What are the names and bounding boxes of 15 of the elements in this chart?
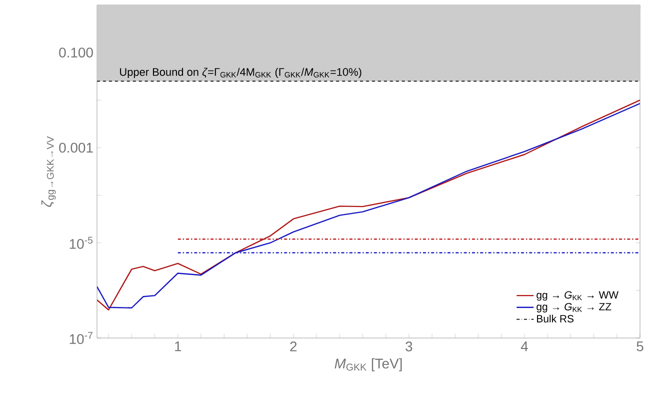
y-tick-label: 10$^{-7}$ bbox=[70, 332, 92, 344]
x-tick-label: 4 bbox=[520, 342, 528, 352]
x-tick-label: 5 bbox=[636, 342, 644, 352]
y-tick-label: 0.001 bbox=[59, 142, 93, 153]
x-axis-title: M$_{GKK}$ [TeV] bbox=[334, 358, 402, 372]
legend-label: gg → G$_{KK}$ → ZZ bbox=[536, 302, 612, 312]
annotation: Bulk RS bbox=[537, 314, 574, 322]
legend-label: gg → G$_{KK}$ → WW bbox=[536, 291, 618, 301]
y-axis-title: ζ$_{gg→GKK→VV}$ bbox=[41, 136, 56, 207]
x-tick-label: 3 bbox=[406, 342, 412, 352]
y-tick-label: 0.100 bbox=[59, 48, 93, 58]
x-tick-label: 1 bbox=[175, 342, 182, 352]
y-tick-label: 10$^{-5}$ bbox=[70, 236, 93, 249]
x-tick-label: 2 bbox=[290, 342, 297, 352]
text: Upper Bound on ζ=Γ$_{GKK}$/4M$_{GKK}$ (Γ$_{GKK}$/M$_{GKK}$=10%) bbox=[120, 68, 362, 78]
